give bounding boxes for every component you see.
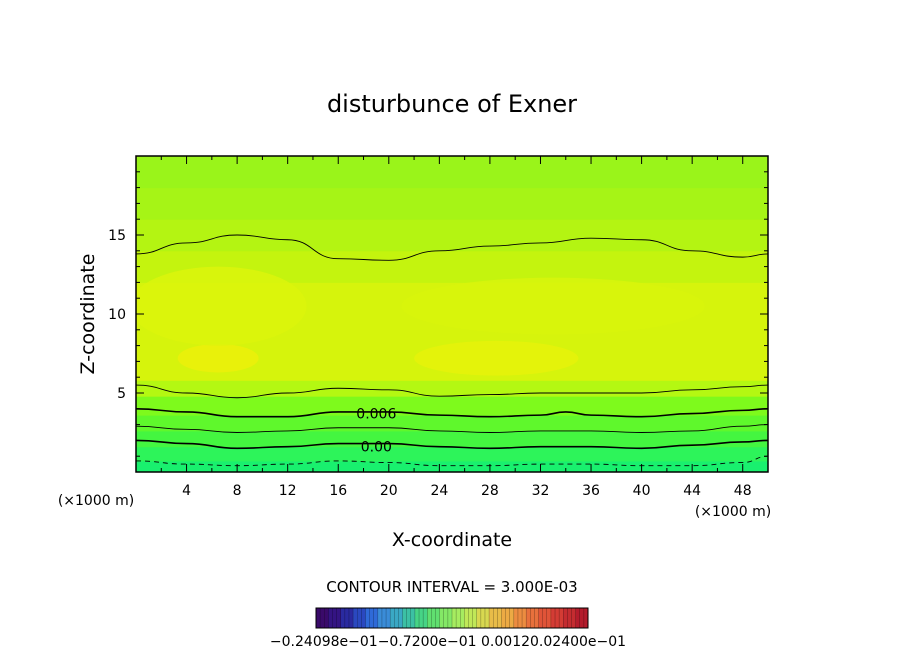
highlight-patches: [136, 266, 705, 376]
contour-line: [136, 408, 768, 418]
x-tick-label: 24: [430, 483, 448, 499]
colorbar: [315, 608, 589, 628]
highlight-patch: [401, 277, 705, 335]
contour-interval-text: CONTOUR INTERVAL = 3.000E-03: [326, 578, 577, 596]
contour-line: [136, 439, 768, 450]
colorbar-cell: [489, 608, 502, 628]
x-tick-label: 32: [532, 483, 550, 499]
x-tick-label: 12: [279, 483, 297, 499]
colorbar-cell: [353, 608, 366, 628]
highlight-patch: [177, 344, 259, 373]
y-tick-label: 10: [108, 307, 126, 323]
colorbar-cell: [575, 608, 589, 628]
chart-title: disturbunce of Exner: [327, 90, 577, 118]
y-axis-ticks: 5 10 15: [108, 171, 768, 457]
contour-labels: 0.006 0.00: [356, 407, 396, 456]
highlight-patch: [136, 266, 307, 346]
color-band: [136, 430, 768, 448]
colorbar-cell: [377, 608, 391, 628]
colorbar-cell: [563, 608, 576, 628]
contour-line: [136, 424, 768, 433]
color-band: [136, 380, 768, 397]
colorbar-cell: [526, 608, 539, 628]
colorbar-tick-labels: −0.24098e−01−0.7200e−01 0.00120.02400e−0…: [270, 634, 626, 650]
contour-line: [136, 234, 768, 261]
colorbar-cell: [513, 608, 527, 628]
x-tick-label: 40: [633, 483, 651, 499]
y-tick-label: 15: [108, 228, 126, 244]
colorbar-cell: [316, 608, 329, 628]
y-tick-label: 5: [117, 386, 126, 402]
contour-line: [136, 455, 768, 467]
colorbar-cell: [550, 608, 564, 628]
x-tick-label: 20: [380, 483, 398, 499]
x-unit-left: (×1000 m): [58, 493, 134, 509]
colorbar-cell: [402, 608, 416, 628]
colorbar-cell: [464, 608, 478, 628]
color-band: [136, 415, 768, 432]
colorbar-cell: [340, 608, 354, 628]
y-axis-label: Z-coordinate: [77, 254, 99, 375]
colorbar-cell: [390, 608, 403, 628]
x-tick-label: 16: [329, 483, 347, 499]
colorbar-cell: [439, 608, 453, 628]
x-axis-ticks: 4 8 12 16 20 24 28 32 36 40 44 48: [160, 156, 752, 499]
color-band: [136, 446, 768, 462]
x-tick-label: 48: [734, 483, 752, 499]
x-tick-label: 28: [481, 483, 499, 499]
colorbar-cell: [427, 608, 440, 628]
colorbar-cell: [414, 608, 428, 628]
x-tick-label: 8: [233, 483, 242, 499]
colorbar-cell: [476, 608, 490, 628]
contour-lines: [136, 234, 768, 467]
colorbar-frame: [315, 607, 589, 629]
colorbar-cell: [538, 608, 552, 628]
colorbar-cell: [452, 608, 465, 628]
contour-label: 0.006: [356, 407, 396, 423]
color-band: [136, 156, 768, 189]
colorbar-cell: [365, 608, 379, 628]
color-band: [136, 396, 768, 416]
x-tick-label: 36: [582, 483, 600, 499]
colorbar-cell: [328, 608, 342, 628]
x-tick-label: 4: [182, 483, 191, 499]
contour-label: 0.00: [361, 440, 392, 456]
x-axis-label: X-coordinate: [392, 529, 512, 551]
x-tick-label: 44: [683, 483, 701, 499]
colorbar-cell: [501, 608, 515, 628]
x-unit-right: (×1000 m): [695, 504, 771, 520]
color-band: [136, 460, 768, 472]
color-band: [136, 187, 768, 220]
highlight-patch: [414, 340, 579, 376]
contour-line: [136, 384, 768, 399]
